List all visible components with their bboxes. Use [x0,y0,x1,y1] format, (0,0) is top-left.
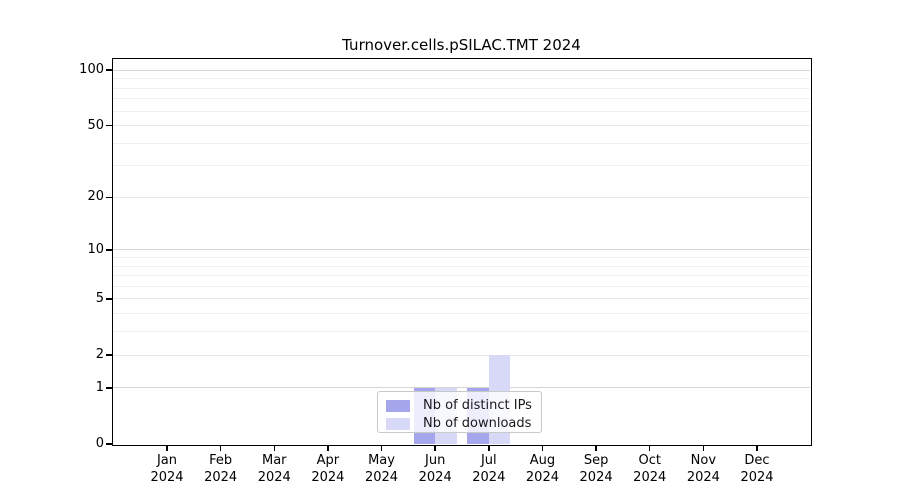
x-label-month: Mar [262,453,287,468]
legend-swatch-downloads [386,417,410,430]
x-label-year: 2024 [686,469,720,485]
x-label-month: Nov [690,453,717,468]
x-label-month: Jan [156,453,178,468]
y-gridline-minor [113,285,810,287]
x-label-month: Apr [316,453,340,468]
x-tick [488,445,490,451]
y-gridline-minor [113,78,810,80]
y-tick [105,249,112,251]
x-label-year: 2024 [525,469,559,485]
x-tick [541,445,544,451]
x-tick-label-jul: Jul 2024 [457,453,521,486]
y-gridline-minor [113,110,810,112]
y-gridline-minor [113,331,810,333]
x-tick-label-feb: Feb 2024 [189,453,253,486]
x-tick-label-jan: Jan 2024 [135,453,199,486]
x-tick [273,445,276,451]
y-gridline [113,298,810,300]
y-tick [105,443,112,445]
y-tick-label: 1 [95,379,104,395]
y-gridline-minor [113,165,810,167]
x-label-year: 2024 [579,469,613,485]
x-label-month: Oct [638,453,661,468]
y-gridline-minor [113,257,810,258]
x-tick [380,445,383,451]
y-gridline-minor [113,87,810,89]
y-gridline-minor [113,275,810,277]
x-label-year: 2024 [257,469,291,485]
y-gridline [113,387,810,389]
x-label-month: Jun [425,453,446,468]
y-tick-label: 20 [87,189,104,205]
y-tick [105,196,112,199]
x-label-year: 2024 [204,469,238,485]
x-tick-label-mar: Mar 2024 [242,453,306,486]
legend: Nb of distinct IPs Nb of downloads [377,391,542,433]
y-gridline-minor [113,265,810,267]
x-label-year: 2024 [150,469,184,485]
legend-item-downloads: Nb of downloads [386,415,533,432]
x-label-year: 2024 [418,469,452,485]
x-tick [166,445,168,451]
chart-title: Turnover.cells.pSILAC.TMT 2024 [342,36,581,54]
x-tick [219,445,222,451]
x-tick [648,445,651,451]
x-tick-label-may: May 2024 [350,453,414,486]
x-tick-label-jun: Jun 2024 [403,453,467,486]
y-gridline [113,125,810,127]
x-tick-label-nov: Nov 2024 [671,453,735,486]
x-label-month: Aug [529,453,556,468]
y-gridline-minor [113,142,810,144]
x-tick [756,445,758,451]
y-tick-label: 10 [87,241,104,257]
legend-item-distinct-ips: Nb of distinct IPs [386,397,533,414]
y-gridline-minor [113,313,810,315]
y-gridline [113,354,810,356]
y-gridline [113,69,810,71]
y-tick-label: 100 [79,62,104,78]
y-tick [105,387,112,389]
x-tick [434,445,436,451]
legend-label-downloads: Nb of downloads [423,416,532,431]
x-label-year: 2024 [311,469,345,485]
x-tick [327,445,329,451]
legend-label-distinct-ips: Nb of distinct IPs [423,398,532,413]
x-label-year: 2024 [364,469,399,485]
x-tick [595,445,597,451]
x-label-month: Feb [209,453,233,468]
y-tick [105,354,112,356]
x-label-year: 2024 [633,469,667,485]
x-label-year: 2024 [740,469,774,485]
y-gridline [113,249,810,251]
x-tick-label-sep: Sep 2024 [564,453,628,486]
y-tick [105,298,112,300]
x-label-month: Jul [480,453,497,468]
x-tick [702,445,705,451]
x-tick-label-dec: Dec 2024 [725,453,789,486]
y-tick-label: 5 [95,290,104,306]
y-tick-label: 50 [87,117,104,133]
y-tick [105,124,112,127]
x-tick-label-oct: Oct 2024 [618,453,682,486]
x-label-month: Sep [583,453,609,468]
x-tick-label-aug: Aug 2024 [510,453,574,486]
x-label-year: 2024 [472,469,506,485]
x-label-month: May [368,453,395,468]
x-tick-label-apr: Apr 2024 [296,453,360,486]
y-gridline [113,196,810,198]
y-tick-label: 0 [95,436,104,451]
y-tick [105,69,112,71]
y-tick-label: 2 [95,347,104,363]
legend-swatch-distinct-ips [386,399,410,412]
x-label-month: Dec [744,453,770,468]
y-gridline-minor [113,98,810,100]
